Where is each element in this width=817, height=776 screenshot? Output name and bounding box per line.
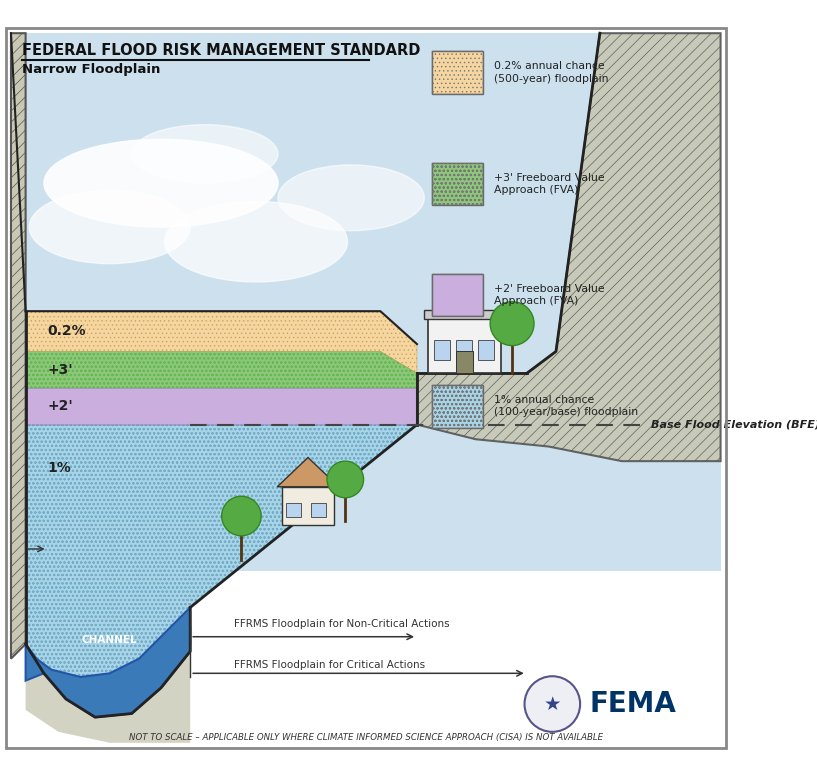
FancyBboxPatch shape	[434, 340, 450, 360]
Polygon shape	[25, 644, 190, 743]
Ellipse shape	[164, 202, 347, 282]
Text: Base Flood Elevation (BFE): Base Flood Elevation (BFE)	[651, 420, 817, 430]
Text: FFRMS Floodplain for Critical Actions: FFRMS Floodplain for Critical Actions	[234, 660, 425, 670]
Text: ▲: ▲	[461, 274, 468, 284]
Ellipse shape	[278, 165, 424, 230]
FancyBboxPatch shape	[456, 340, 472, 360]
Ellipse shape	[29, 190, 190, 264]
Text: FEDERAL FLOOD RISK MANAGEMENT STANDARD: FEDERAL FLOOD RISK MANAGEMENT STANDARD	[22, 43, 420, 57]
FancyBboxPatch shape	[428, 318, 501, 373]
Ellipse shape	[44, 139, 278, 227]
Polygon shape	[25, 608, 190, 717]
Text: 0.2%: 0.2%	[47, 324, 86, 338]
Circle shape	[525, 676, 580, 732]
Polygon shape	[25, 311, 417, 373]
Polygon shape	[277, 458, 339, 487]
FancyBboxPatch shape	[431, 163, 483, 205]
FancyBboxPatch shape	[478, 340, 493, 360]
Circle shape	[490, 302, 534, 345]
Polygon shape	[11, 33, 25, 659]
FancyBboxPatch shape	[424, 310, 505, 318]
Text: +3': +3'	[47, 362, 74, 376]
FancyBboxPatch shape	[282, 487, 334, 525]
Text: FEMA: FEMA	[589, 690, 676, 718]
Text: NOT TO SCALE – APPLICABLE ONLY WHERE CLIMATE INFORMED SCIENCE APPROACH (CISA) IS: NOT TO SCALE – APPLICABLE ONLY WHERE CLI…	[129, 733, 603, 742]
FancyBboxPatch shape	[286, 503, 301, 518]
Circle shape	[221, 497, 261, 535]
Text: Narrow Floodplain: Narrow Floodplain	[22, 64, 160, 76]
Text: +2' Freeboard Value
Approach (FVA): +2' Freeboard Value Approach (FVA)	[493, 284, 605, 307]
Text: 0.2% annual chance
(500-year) floodplain: 0.2% annual chance (500-year) floodplain	[493, 61, 609, 84]
Text: +3' Freeboard Value
Approach (FVA): +3' Freeboard Value Approach (FVA)	[493, 173, 605, 195]
Polygon shape	[417, 33, 721, 461]
Text: +2': +2'	[47, 400, 74, 414]
FancyBboxPatch shape	[311, 503, 325, 518]
Ellipse shape	[132, 125, 278, 183]
FancyBboxPatch shape	[456, 352, 473, 373]
Text: 1%: 1%	[47, 462, 71, 476]
Text: ★: ★	[543, 695, 561, 713]
Polygon shape	[25, 388, 417, 424]
Polygon shape	[25, 352, 417, 388]
FancyBboxPatch shape	[431, 51, 483, 94]
Circle shape	[327, 461, 364, 497]
Text: CHANNEL: CHANNEL	[82, 636, 137, 646]
FancyBboxPatch shape	[431, 274, 483, 317]
FancyBboxPatch shape	[431, 385, 483, 428]
Text: FFRMS Floodplain for Non-Critical Actions: FFRMS Floodplain for Non-Critical Action…	[234, 619, 449, 629]
Polygon shape	[25, 424, 417, 717]
Polygon shape	[11, 33, 721, 571]
Text: 1% annual chance
(100-year/base) floodplain: 1% annual chance (100-year/base) floodpl…	[493, 395, 638, 417]
